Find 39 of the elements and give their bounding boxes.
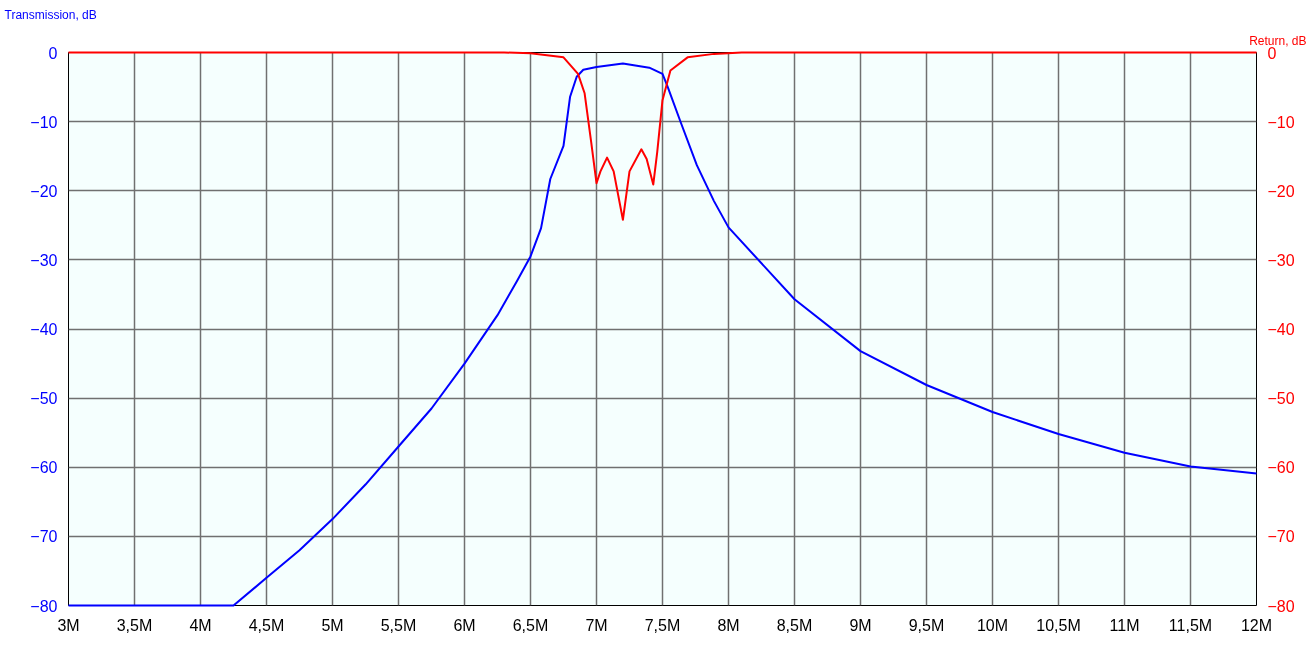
y2-tick-label: −60 xyxy=(1267,459,1295,477)
x-tick-label: 8,5M xyxy=(776,616,813,634)
y-axis-title: Transmission, dB xyxy=(4,7,97,22)
y2-tick-label: −20 xyxy=(1267,182,1295,200)
y2-tick-label: −80 xyxy=(1267,597,1295,615)
x-tick-label: 7M xyxy=(585,616,608,634)
y-tick-label: −20 xyxy=(30,182,58,200)
y2-tick-label: −40 xyxy=(1267,321,1295,338)
y-tick-label: −60 xyxy=(30,459,58,477)
x-tick-label: 10,5M xyxy=(1036,616,1081,634)
line-series xyxy=(67,62,1258,607)
x-tick-label: 3,5M xyxy=(116,616,153,634)
y-tick-label: −10 xyxy=(30,113,58,131)
y-tick-label: −40 xyxy=(30,321,58,338)
x-tick-label: 9M xyxy=(849,616,872,634)
x-tick-label: 5M xyxy=(321,616,344,634)
x-tick-label: 11M xyxy=(1109,616,1140,634)
x-tick-label: 10M xyxy=(976,616,1009,634)
x-tick-label: 6,5M xyxy=(512,616,549,634)
x-tick-label: 6M xyxy=(453,616,476,634)
y2-tick-label: −70 xyxy=(1267,528,1295,546)
x-tick-label: 9,5M xyxy=(908,616,945,634)
y2-tick-label: −50 xyxy=(1267,390,1295,408)
x-tick-label: 3M xyxy=(57,616,80,634)
y-tick-label: −30 xyxy=(30,251,58,269)
x-tick-label: 4,5M xyxy=(248,616,285,634)
x-tick-label: 5,5M xyxy=(380,616,417,634)
x-tick-label: 4M xyxy=(189,616,212,634)
x-tick-label: 11,5M xyxy=(1168,616,1213,634)
y-tick-label: −50 xyxy=(30,390,58,408)
x-tick-label: 8M xyxy=(717,616,740,634)
y-tick-label: −80 xyxy=(30,597,58,615)
x-tick-label: 7,5M xyxy=(644,616,681,634)
line-series xyxy=(67,51,1258,221)
y-tick-label: 0 xyxy=(48,44,58,62)
y-tick-label: −70 xyxy=(30,528,58,546)
y2-tick-label: −30 xyxy=(1267,251,1295,269)
y2-tick-label: −10 xyxy=(1267,113,1295,131)
x-tick-label: 12M xyxy=(1240,616,1273,634)
